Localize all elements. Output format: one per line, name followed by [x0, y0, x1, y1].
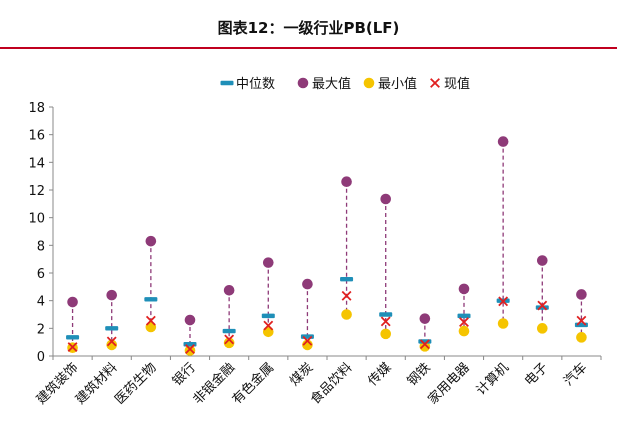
median-mark	[105, 326, 119, 331]
current-point	[106, 336, 117, 347]
current-point	[498, 296, 509, 307]
min-point	[536, 323, 548, 334]
current-point	[576, 315, 587, 326]
min-point	[184, 345, 196, 356]
current-point	[185, 344, 195, 355]
legend-item: 最大值	[297, 76, 351, 92]
min-point	[380, 328, 392, 340]
legend-label: 现值	[444, 76, 470, 92]
y-tick-label: 10	[28, 212, 45, 227]
current-point	[459, 317, 469, 328]
y-tick-label: 12	[28, 184, 45, 199]
legend-current-swatch	[430, 78, 440, 88]
legend-max-swatch	[297, 77, 309, 89]
legend-label: 中位数	[236, 77, 275, 92]
max-point	[380, 193, 392, 205]
min-point	[576, 332, 587, 343]
max-point	[106, 289, 118, 301]
median-mark	[222, 328, 236, 334]
min-point	[223, 337, 235, 349]
x-category-label: 煤炭	[287, 360, 316, 389]
median-mark	[300, 334, 314, 339]
x-category-label: 有色金属	[229, 360, 277, 408]
median-mark	[379, 312, 393, 317]
median-mark	[340, 277, 354, 282]
y-tick-label: 2	[37, 322, 45, 337]
x-category-label: 医药生物	[112, 360, 159, 407]
y-tick-label: 18	[28, 101, 45, 116]
current-point	[145, 315, 156, 326]
current-point	[419, 339, 430, 350]
plot-area	[66, 136, 588, 356]
current-point	[224, 334, 235, 345]
current-point	[341, 290, 352, 301]
median-mark	[144, 297, 158, 302]
max-point	[184, 314, 196, 326]
x-axis: 建筑装饰建筑材料医药生物 银行非银金融有色金属 煤炭食品饮料 传媒 钢铁家用电器 计算机电…	[33, 355, 602, 408]
legend-label: 最大值	[312, 76, 351, 92]
max-point	[67, 296, 78, 308]
legend-label: 最小值	[378, 76, 417, 92]
max-point	[576, 289, 587, 300]
min-point	[106, 339, 118, 351]
title-divider	[0, 47, 617, 49]
current-point	[302, 335, 313, 346]
x-category-label: 电子	[522, 360, 551, 389]
chart-title: 图表12：一级行业PB(LF)	[217, 19, 400, 37]
max-point	[458, 283, 470, 295]
legend-min-swatch	[363, 77, 375, 89]
max-point	[223, 284, 235, 296]
min-point	[497, 318, 509, 329]
y-tick-label: 14	[28, 156, 45, 171]
legend-median-swatch	[220, 80, 234, 86]
x-category-label: 非银金融	[190, 360, 238, 408]
y-tick-label: 16	[28, 129, 45, 144]
legend-item: 中位数	[220, 77, 275, 92]
min-point	[341, 309, 352, 320]
max-point	[536, 255, 548, 266]
y-tick-label: 4	[37, 295, 45, 310]
x-category-label: 银行	[170, 360, 199, 389]
legend-item: 现值	[430, 76, 470, 92]
y-tick-label: 6	[37, 267, 45, 282]
legend: 中位数 最大值 最小值 现值	[220, 76, 470, 92]
current-point	[67, 342, 78, 352]
current-point	[263, 320, 274, 331]
max-point	[302, 278, 313, 290]
median-mark	[574, 322, 588, 328]
max-point	[419, 313, 431, 324]
x-category-label: 计算机	[474, 360, 512, 398]
max-point	[262, 257, 274, 268]
x-category-label: 建筑材料	[72, 360, 120, 408]
legend-item: 最小值	[363, 76, 417, 92]
y-tick-label: 8	[37, 239, 45, 254]
median-mark	[66, 335, 80, 340]
x-category-label: 家用电器	[425, 360, 473, 408]
max-point	[145, 235, 157, 247]
current-point	[380, 316, 391, 327]
x-category-label: 食品饮料	[307, 360, 355, 408]
y-axis: 0 2 4 6 8 10 12 14 16 18	[28, 101, 54, 365]
max-point	[341, 176, 352, 187]
current-point	[537, 300, 548, 311]
x-category-label: 汽车	[561, 360, 591, 390]
x-category-label: 钢铁	[405, 360, 434, 389]
median-mark	[457, 313, 471, 319]
min-point	[458, 325, 470, 337]
y-tick-label: 0	[37, 350, 45, 365]
median-mark	[261, 313, 275, 319]
x-category-label: 建筑装饰	[33, 360, 81, 408]
max-point	[497, 136, 509, 147]
x-category-label: 传媒	[366, 360, 395, 389]
